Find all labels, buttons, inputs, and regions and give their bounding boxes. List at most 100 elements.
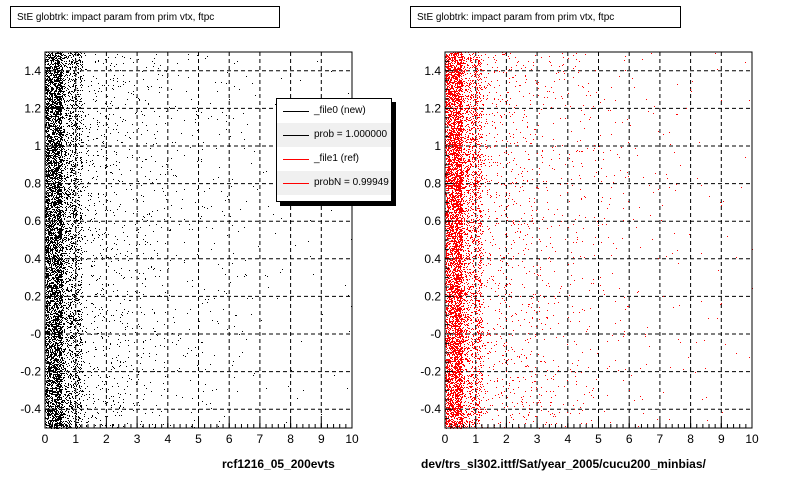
scatter-point (46, 180, 47, 181)
scatter-point (61, 100, 62, 101)
scatter-point (53, 360, 54, 361)
scatter-point (47, 178, 48, 179)
scatter-point (56, 332, 57, 333)
scatter-point (75, 254, 76, 255)
scatter-point (244, 139, 245, 140)
scatter-point (60, 131, 61, 132)
scatter-point (53, 382, 54, 383)
scatter-point (59, 371, 60, 372)
scatter-point (84, 416, 85, 417)
scatter-point (65, 151, 66, 152)
scatter-point (86, 259, 87, 260)
scatter-point (60, 284, 61, 285)
scatter-point (51, 318, 52, 319)
scatter-point (160, 174, 161, 175)
scatter-point (78, 260, 79, 261)
scatter-point (85, 115, 86, 116)
scatter-point (76, 268, 77, 269)
scatter-point (77, 366, 78, 367)
scatter-point (58, 279, 59, 280)
scatter-point (120, 361, 121, 362)
scatter-point (54, 425, 55, 426)
scatter-point (46, 115, 47, 116)
scatter-point (113, 424, 114, 425)
scatter-point (263, 172, 264, 173)
scatter-point (53, 410, 54, 411)
scatter-point (218, 264, 219, 265)
scatter-point (55, 93, 56, 94)
scatter-point (58, 377, 59, 378)
scatter-point (58, 367, 59, 368)
scatter-point (107, 158, 108, 159)
scatter-point (52, 413, 53, 414)
scatter-point (59, 406, 60, 407)
scatter-point (58, 336, 59, 337)
scatter-point (81, 280, 82, 281)
scatter-point (48, 118, 49, 119)
scatter-point (85, 331, 86, 332)
scatter-point (81, 410, 82, 411)
scatter-point (119, 397, 120, 398)
scatter-point (59, 233, 60, 234)
scatter-point (48, 233, 49, 234)
scatter-point (47, 91, 48, 92)
scatter-point (60, 270, 61, 271)
scatter-point (85, 55, 86, 56)
scatter-point (49, 240, 50, 241)
scatter-point (71, 424, 72, 425)
scatter-point (51, 185, 52, 186)
scatter-point (106, 147, 107, 148)
scatter-point (50, 250, 51, 251)
scatter-point (53, 169, 54, 170)
scatter-point (49, 167, 50, 168)
scatter-point (55, 318, 56, 319)
scatter-point (48, 396, 49, 397)
scatter-point (58, 295, 59, 296)
scatter-point (70, 99, 71, 100)
scatter-point (60, 375, 61, 376)
scatter-point (59, 207, 60, 208)
scatter-point (170, 108, 171, 109)
scatter-point (199, 321, 200, 322)
scatter-point (53, 61, 54, 62)
scatter-point (60, 200, 61, 201)
scatter-point (55, 358, 56, 359)
scatter-point (61, 113, 62, 114)
scatter-point (72, 169, 73, 170)
scatter-point (50, 321, 51, 322)
scatter-point (81, 98, 82, 99)
scatter-point (53, 369, 54, 370)
scatter-point (56, 285, 57, 286)
scatter-point (77, 115, 78, 116)
scatter-point (61, 413, 62, 414)
scatter-point (58, 166, 59, 167)
scatter-point (74, 81, 75, 82)
scatter-point (59, 230, 60, 231)
scatter-point (121, 411, 122, 412)
scatter-point (74, 327, 75, 328)
scatter-point (83, 75, 84, 76)
scatter-point (63, 295, 64, 296)
scatter-point (73, 205, 74, 206)
scatter-point (57, 113, 58, 114)
scatter-point (59, 272, 60, 273)
scatter-point (55, 199, 56, 200)
scatter-point (74, 341, 75, 342)
scatter-point (73, 278, 74, 279)
scatter-point (54, 187, 55, 188)
scatter-point (52, 165, 53, 166)
scatter-point (60, 236, 61, 237)
scatter-point (233, 361, 234, 362)
scatter-point (57, 384, 58, 385)
scatter-point (64, 57, 65, 58)
scatter-point (96, 138, 97, 139)
scatter-point (182, 397, 183, 398)
scatter-point (47, 332, 48, 333)
scatter-point (203, 142, 204, 143)
scatter-point (95, 407, 96, 408)
scatter-point (81, 237, 82, 238)
scatter-point (54, 68, 55, 69)
scatter-point (70, 299, 71, 300)
scatter-point (79, 233, 80, 234)
scatter-point (60, 254, 61, 255)
